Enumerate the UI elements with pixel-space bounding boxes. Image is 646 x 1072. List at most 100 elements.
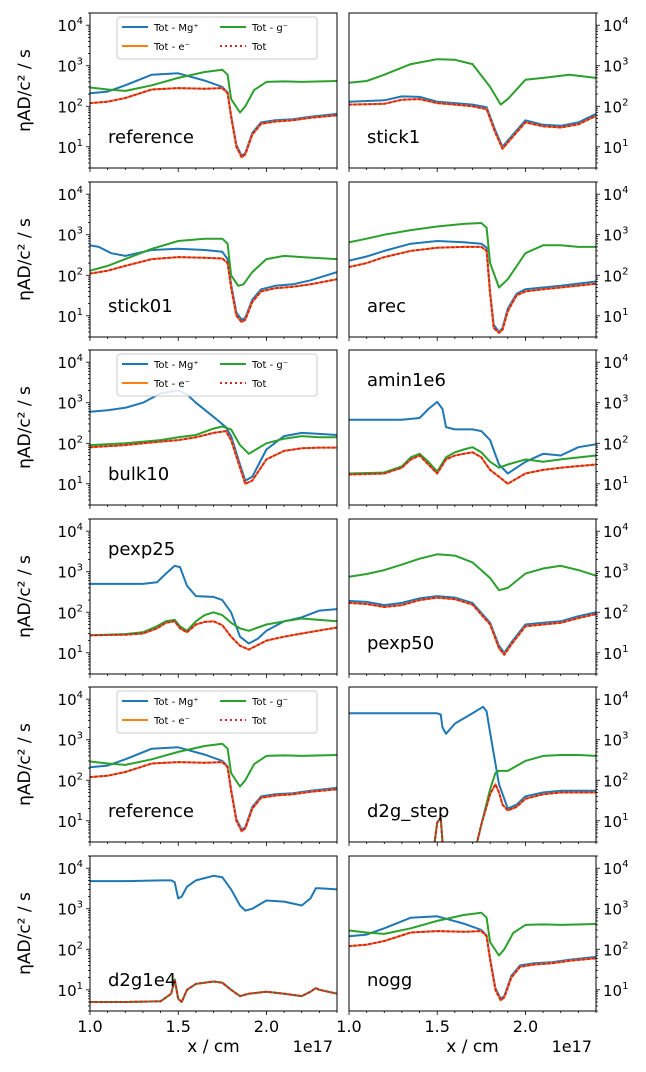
- legend-label: Tot: [251, 716, 267, 727]
- series-line-tot: [90, 620, 337, 651]
- panel-label: arec: [367, 296, 406, 317]
- series-line-g: [90, 425, 337, 455]
- y-tick-label: 102: [603, 603, 628, 622]
- panel-label: pexp25: [108, 539, 175, 560]
- y-tick-label: 104: [58, 185, 83, 204]
- legend-box: [116, 690, 318, 734]
- series-line-g: [349, 58, 596, 106]
- y-tick-label: 101: [58, 307, 83, 326]
- legend-label: Tot: [251, 42, 267, 53]
- y-tick-label: 102: [603, 434, 628, 453]
- y-tick-label: 101: [58, 981, 83, 1000]
- panel-amin1e6: 101 102 103 104 amin1e6: [348, 349, 628, 509]
- panel-pexp25: 101 102 103 104 pexp25 ηAD/c² / s: [15, 518, 338, 678]
- series-line-tot: [349, 245, 596, 334]
- x-tick-label: 2.0: [254, 1017, 279, 1036]
- panel-label: reference: [108, 127, 194, 148]
- series-line-mg: [349, 705, 596, 810]
- legend-box: [116, 353, 318, 397]
- series-line-mg: [349, 400, 596, 475]
- y-tick-label: 102: [58, 771, 83, 790]
- y-tick-label: 103: [58, 226, 83, 245]
- series-line-mg: [349, 240, 596, 333]
- legend-label: Tot - Mg⁺: [153, 697, 199, 708]
- y-axis-label: ηAD/c² / s: [15, 386, 35, 469]
- y-tick-label: 101: [603, 475, 628, 494]
- y-tick-label: 103: [58, 900, 83, 919]
- y-tick-label: 103: [58, 394, 83, 413]
- y-tick-label: 104: [603, 522, 628, 541]
- y-tick-label: 101: [603, 812, 628, 831]
- x-tick-label: 1.0: [77, 1017, 102, 1036]
- panel-stick1: 101 102 103 104 stick1: [348, 12, 628, 172]
- panel-nogg: 101 102 103 104 1.0 1.5 2.0 nogg: [336, 855, 628, 1036]
- series-line-g: [349, 911, 596, 957]
- panel-label: bulk10: [108, 464, 169, 485]
- y-tick-label: 102: [603, 771, 628, 790]
- y-tick-label: 101: [603, 981, 628, 1000]
- panel-label: nogg: [367, 970, 412, 991]
- panel-pexp50: 101 102 103 104 pexp50: [348, 518, 628, 678]
- y-tick-label: 102: [603, 940, 628, 959]
- y-tick-label: 103: [603, 731, 628, 750]
- x-axis-label: x / cm: [187, 1037, 240, 1057]
- legend: Tot - Mg⁺ Tot - e⁻ Tot - g⁻ Tot: [116, 690, 318, 734]
- panel-d2g1e4: 101 102 103 104 1.0 1.5 2.0 d2g1e4 ηAD/c² / s: [15, 855, 338, 1036]
- y-tick-label: 103: [603, 57, 628, 76]
- x-tick-label: 1.5: [165, 1017, 190, 1036]
- series-line-tot: [349, 930, 596, 1002]
- x-offset-label: 1e17: [293, 1037, 333, 1056]
- series-line-e: [433, 783, 596, 842]
- y-tick-label: 101: [58, 138, 83, 157]
- y-tick-label: 102: [603, 97, 628, 116]
- y-tick-label: 103: [603, 900, 628, 919]
- legend-label: Tot - g⁻: [251, 360, 288, 371]
- series-line-g: [349, 222, 596, 289]
- legend: Tot - Mg⁺ Tot - e⁻ Tot - g⁻ Tot: [116, 353, 318, 397]
- y-tick-label: 103: [603, 394, 628, 413]
- x-offset-label: 1e17: [552, 1037, 592, 1056]
- y-tick-label: 104: [603, 859, 628, 878]
- y-tick-label: 101: [603, 644, 628, 663]
- y-tick-label: 102: [58, 434, 83, 453]
- y-tick-label: 103: [58, 731, 83, 750]
- series-line-tot: [90, 978, 337, 1003]
- y-tick-label: 101: [58, 644, 83, 663]
- series-line-e: [349, 245, 596, 334]
- panel-label: stick1: [367, 127, 420, 148]
- x-axis-label: x / cm: [446, 1037, 499, 1057]
- series-line-tot: [90, 256, 337, 324]
- panel-stick01: 101 102 103 104 stick01 ηAD/c² / s: [15, 181, 338, 341]
- y-tick-label: 104: [58, 690, 83, 709]
- panel-label: d2g_step: [367, 801, 449, 822]
- series-line-tot: [90, 87, 337, 159]
- panel-d2g_step: 101 102 103 104 d2g_step: [348, 686, 628, 846]
- series-line-g: [349, 553, 596, 592]
- y-tick-label: 102: [58, 940, 83, 959]
- y-tick-label: 104: [58, 16, 83, 35]
- y-tick-label: 102: [58, 603, 83, 622]
- y-axis-label: ηAD/c² / s: [15, 723, 35, 806]
- series-line-g: [349, 446, 596, 475]
- x-tick-label: 2.0: [513, 1017, 538, 1036]
- legend-box: [116, 16, 318, 60]
- series-line-g: [90, 742, 337, 788]
- series-line-mg: [90, 874, 337, 912]
- y-axis-label: ηAD/c² / s: [15, 555, 35, 638]
- y-tick-label: 101: [603, 138, 628, 157]
- legend-label: Tot - g⁻: [251, 697, 288, 708]
- y-tick-label: 102: [58, 97, 83, 116]
- series-line-tot: [90, 761, 337, 833]
- y-axis-label: ηAD/c² / s: [15, 892, 35, 975]
- panel-label: reference: [108, 801, 194, 822]
- y-tick-label: 104: [603, 690, 628, 709]
- y-tick-label: 103: [58, 57, 83, 76]
- y-tick-label: 104: [603, 353, 628, 372]
- panel-label: amin1e6: [367, 370, 446, 391]
- y-axis-label: ηAD/c² / s: [15, 49, 35, 132]
- series-line-tot: [433, 783, 596, 842]
- legend-label: Tot - Mg⁺: [153, 23, 199, 34]
